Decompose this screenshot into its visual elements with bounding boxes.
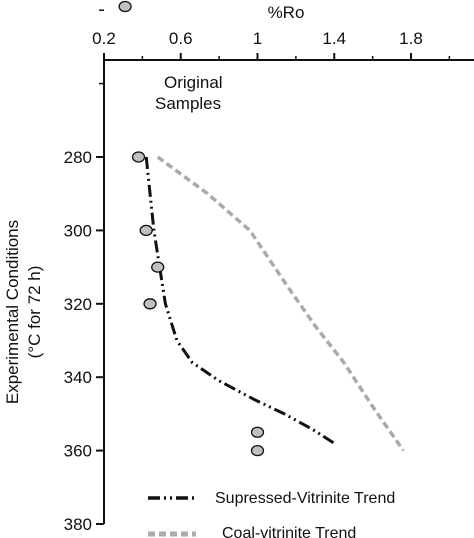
y-tick-label: 340 <box>64 368 92 387</box>
x-tick-label: 1 <box>253 29 262 48</box>
y-axis-title-line2: (°C for 72 h) <box>25 266 44 359</box>
y-axis-ticks: 280 300 320 340 360 380 <box>64 9 104 534</box>
y-tick-label: 300 <box>64 221 92 240</box>
y-axis-title-line1: Experimental Conditions <box>3 220 22 404</box>
data-point <box>143 298 157 310</box>
data-point <box>131 151 146 163</box>
data-point <box>151 261 165 273</box>
annotation-original-line1: Original <box>164 73 223 92</box>
x-tick-label: 1.4 <box>322 29 346 48</box>
legend-label-coal-vitrinite: Coal-vitrinite Trend <box>222 525 356 538</box>
y-tick-label: 320 <box>64 295 92 314</box>
annotation-original-line2: Samples <box>155 94 221 113</box>
y-tick-label: 360 <box>64 442 92 461</box>
y-tick-label: 380 <box>64 515 92 534</box>
x-tick-label: 0.6 <box>169 29 193 48</box>
legend-label-supressed-vitrinite: Supressed-Vitrinite Trend <box>215 490 395 507</box>
x-axis-ticks: 0.2 0.6 1 1.4 1.8 <box>92 29 451 60</box>
data-point <box>118 0 132 13</box>
series-line-1 <box>156 155 405 452</box>
x-tick-label: 0.2 <box>92 29 116 48</box>
data-point <box>250 444 265 457</box>
series-layer <box>144 155 405 452</box>
y-tick-label: 280 <box>64 148 92 167</box>
points-layer <box>118 0 265 457</box>
data-point <box>139 224 153 237</box>
data-point <box>250 426 265 438</box>
x-tick-label: 1.8 <box>399 29 423 48</box>
series-line-0 <box>144 156 336 445</box>
legend: Supressed-Vitrinite Trend Coal-vitrinite… <box>148 490 395 538</box>
x-axis-title: %Ro <box>268 3 305 22</box>
